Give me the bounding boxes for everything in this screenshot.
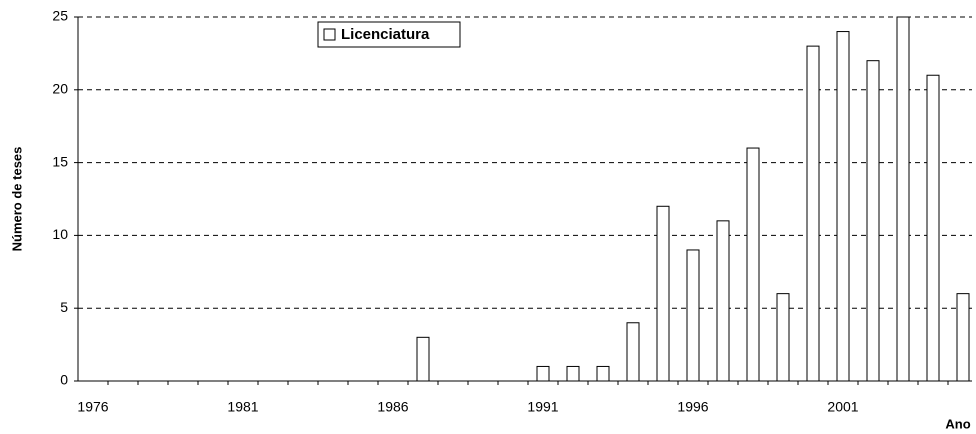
x-tick-label: 1981 — [227, 399, 258, 415]
legend-box — [317, 21, 461, 48]
bar — [596, 365, 610, 382]
bar — [956, 293, 970, 382]
bar — [656, 205, 670, 382]
bar — [626, 322, 640, 382]
y-tick-label: 20 — [52, 81, 68, 97]
bar — [716, 220, 730, 382]
y-tick-label: 10 — [52, 226, 68, 242]
x-tick-label: 1991 — [527, 399, 558, 415]
x-tick-label: 1996 — [677, 399, 708, 415]
x-tick-label: 2001 — [827, 399, 858, 415]
x-tick-label: 1986 — [377, 399, 408, 415]
bar — [566, 365, 580, 382]
bar — [416, 336, 430, 382]
legend-label: Licenciatura — [341, 26, 430, 43]
bar — [746, 147, 760, 382]
y-tick-label: 25 — [52, 8, 68, 24]
x-tick-label: 1976 — [77, 399, 108, 415]
bar — [776, 293, 790, 382]
bar — [926, 74, 940, 382]
bar — [896, 16, 910, 382]
y-tick-label: 15 — [52, 153, 68, 169]
legend-swatch — [323, 28, 336, 41]
bar — [836, 31, 850, 382]
bar — [536, 365, 550, 382]
y-tick-label: 5 — [60, 299, 68, 315]
x-axis-label: Ano — [945, 416, 970, 431]
bar — [806, 45, 820, 382]
y-axis-label: Número de teses — [9, 147, 24, 252]
y-tick-label: 0 — [60, 372, 68, 388]
bar — [866, 60, 880, 382]
bar — [686, 249, 700, 382]
